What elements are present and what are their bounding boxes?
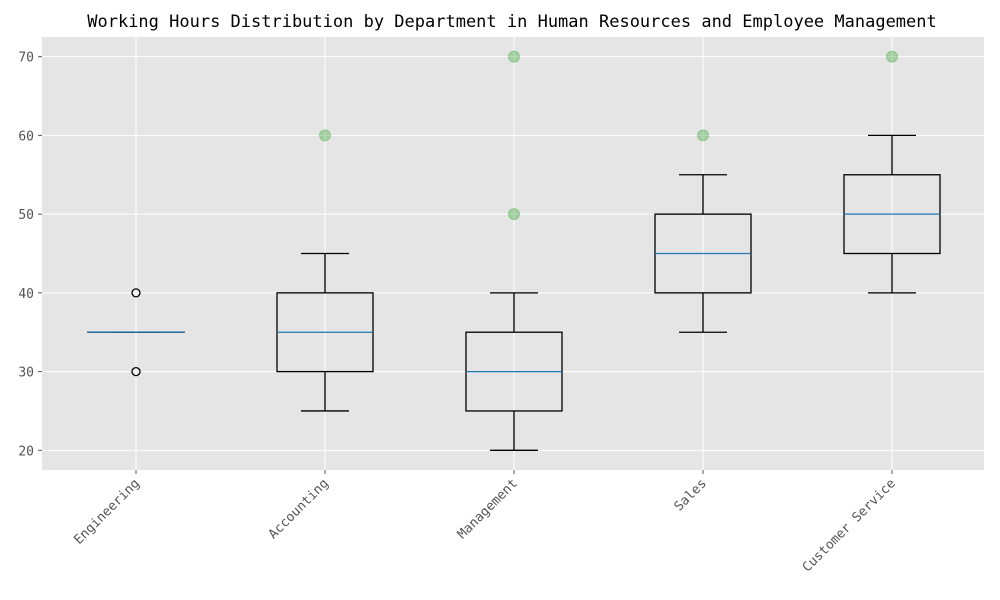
y-tick-label: 40	[18, 287, 34, 302]
outlier-point	[319, 129, 331, 142]
y-tick-label: 60	[18, 129, 34, 144]
plot-area	[42, 37, 984, 470]
y-tick-label: 20	[18, 444, 34, 459]
x-tick-label: Engineering	[71, 476, 142, 547]
y-tick-label: 30	[18, 366, 34, 381]
flier-point	[131, 288, 141, 298]
chart-title: Working Hours Distribution by Department…	[87, 12, 937, 32]
box-customer-service	[843, 134, 941, 294]
x-tick-label: Sales	[672, 476, 710, 514]
x-axis: Engineering Accounting Management Sales Cust…	[71, 470, 899, 575]
outlier-point	[508, 50, 520, 63]
y-tick-label: 70	[18, 51, 34, 66]
box-accounting	[276, 252, 374, 412]
points	[131, 50, 898, 377]
y-tick-label: 50	[18, 208, 34, 223]
y-axis: 20 30 40 50 60 70	[18, 51, 42, 459]
box-sales	[654, 174, 752, 333]
outlier-point	[508, 208, 520, 221]
box-management	[465, 292, 563, 451]
x-tick-label: Customer Service	[800, 476, 899, 575]
x-tick-label: Accounting	[266, 476, 332, 542]
boxes	[87, 134, 941, 451]
outlier-point	[697, 129, 709, 142]
x-tick-label: Management	[455, 476, 521, 542]
outlier-point	[886, 50, 898, 63]
flier-point	[131, 366, 141, 377]
